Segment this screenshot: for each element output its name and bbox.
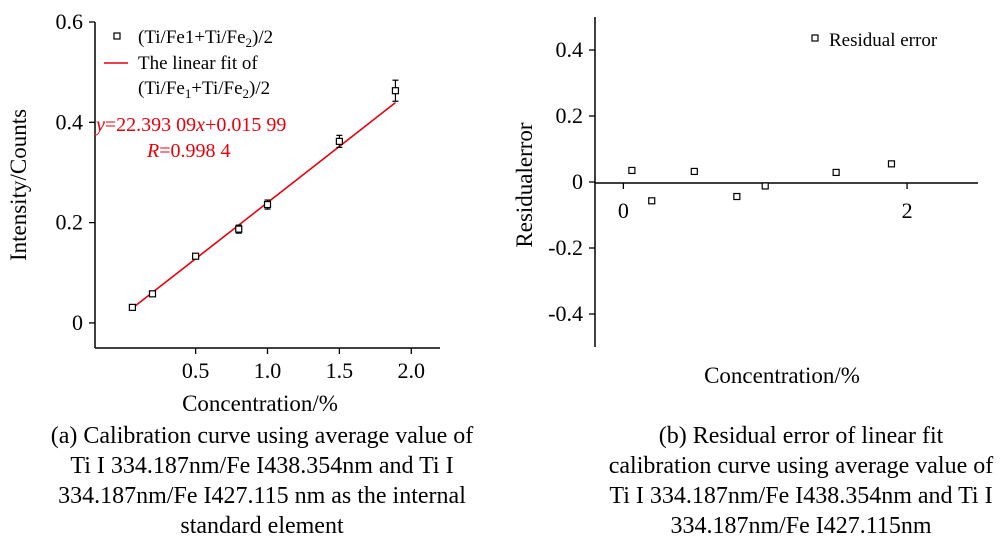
chart-a-y-tick-label: 0.2 <box>56 210 84 235</box>
chart-b-y-label: Residualerror <box>512 122 537 248</box>
chart-b-x-label: Concentration/% <box>704 363 860 388</box>
chart-a-y-tick-label: 0.4 <box>56 109 84 134</box>
caption-line: Ti I 334.187nm/Fe I438.354nm and Ti I <box>70 453 453 479</box>
chart-a-fit-line <box>130 102 396 310</box>
legend-fit-label-line2: (Ti/Fe1+Ti/Fe2)/2 <box>138 78 270 101</box>
chart-a-x-tick-label: 0.5 <box>182 358 210 383</box>
caption-line: (b) Residual error of linear fit <box>659 423 944 449</box>
chart-a-x-tick-label: 2.0 <box>398 358 426 383</box>
chart-b-legend: Residual error <box>811 30 938 51</box>
chart-a-y-tick-label: 0 <box>72 310 83 335</box>
fit-equation: y=22.393 09x+0.015 99 <box>94 114 286 136</box>
legend-residual-label: Residual error <box>829 30 938 51</box>
chart-a-legend: (Ti/Fe1+Ti/Fe2)/2 The linear fit of (Ti/… <box>104 27 273 101</box>
residual-point <box>648 197 656 205</box>
chart-b-y-tick-label: -0.2 <box>548 235 583 260</box>
chart-a-x-tick-label: 1.0 <box>254 358 282 383</box>
chart-a-x-tick-label: 1.5 <box>326 358 354 383</box>
residual-point <box>733 192 741 201</box>
residual-point <box>761 182 769 190</box>
residual-point <box>887 160 896 168</box>
caption-line: 334.187nm/Fe I427.115 nm as the internal <box>58 483 466 509</box>
chart-a-x-label: Concentration/% <box>182 391 338 416</box>
residual-point <box>832 168 840 177</box>
chart-b-points <box>628 160 896 205</box>
chart-b-x-tick-label: 0 <box>618 198 629 223</box>
caption-line: Ti I 334.187nm/Fe I438.354nm and Ti I <box>609 483 992 509</box>
data-point <box>128 303 136 311</box>
data-point <box>335 137 343 145</box>
chart-a: 0 0.2 0.4 0.6 0.5 1.0 1.5 2.0 Intensity/Counts… <box>6 9 440 416</box>
chart-a-points <box>128 79 400 311</box>
legend-fit-label-line1: The linear fit of <box>138 53 258 74</box>
caption-line: calibration curve using average value of <box>609 453 994 479</box>
chart-a-y-tick-label: 0.6 <box>56 9 84 34</box>
legend-marker-square <box>811 34 819 42</box>
chart-b-y-ticks: 0.4 0.2 0 -0.2 -0.4 <box>548 37 595 326</box>
chart-b-y-tick-label: 0.4 <box>556 37 584 62</box>
caption-a: (a) Calibration curve using average valu… <box>51 423 473 539</box>
data-point <box>192 252 200 260</box>
residual-point <box>628 166 636 175</box>
data-point <box>148 290 157 298</box>
caption-line: 334.187nm/Fe I427.115nm <box>670 513 931 539</box>
fit-r-value: R=0.998 4 <box>146 140 231 162</box>
legend-series-label: (Ti/Fe1+Ti/Fe2)/2 <box>138 27 273 50</box>
chart-a-x-ticks: 0.5 1.0 1.5 2.0 <box>182 348 425 383</box>
data-point <box>391 87 400 95</box>
chart-b-x-tick-label: 2 <box>902 198 913 223</box>
chart-b-y-tick-label: 0 <box>572 169 583 194</box>
chart-a-y-label: Intensity/Counts <box>6 109 31 261</box>
caption-line: (a) Calibration curve using average valu… <box>51 423 473 449</box>
caption-line: standard element <box>180 513 344 539</box>
chart-b-y-tick-label: 0.2 <box>556 103 584 128</box>
chart-a-y-ticks: 0 0.2 0.4 0.6 <box>56 9 95 335</box>
data-point <box>263 200 272 209</box>
chart-b-y-tick-label: -0.4 <box>548 301 583 326</box>
data-point <box>235 225 243 233</box>
legend-marker-square <box>113 32 121 40</box>
residual-point <box>690 167 698 176</box>
caption-b: (b) Residual error of linear fit calibrat… <box>609 423 994 539</box>
